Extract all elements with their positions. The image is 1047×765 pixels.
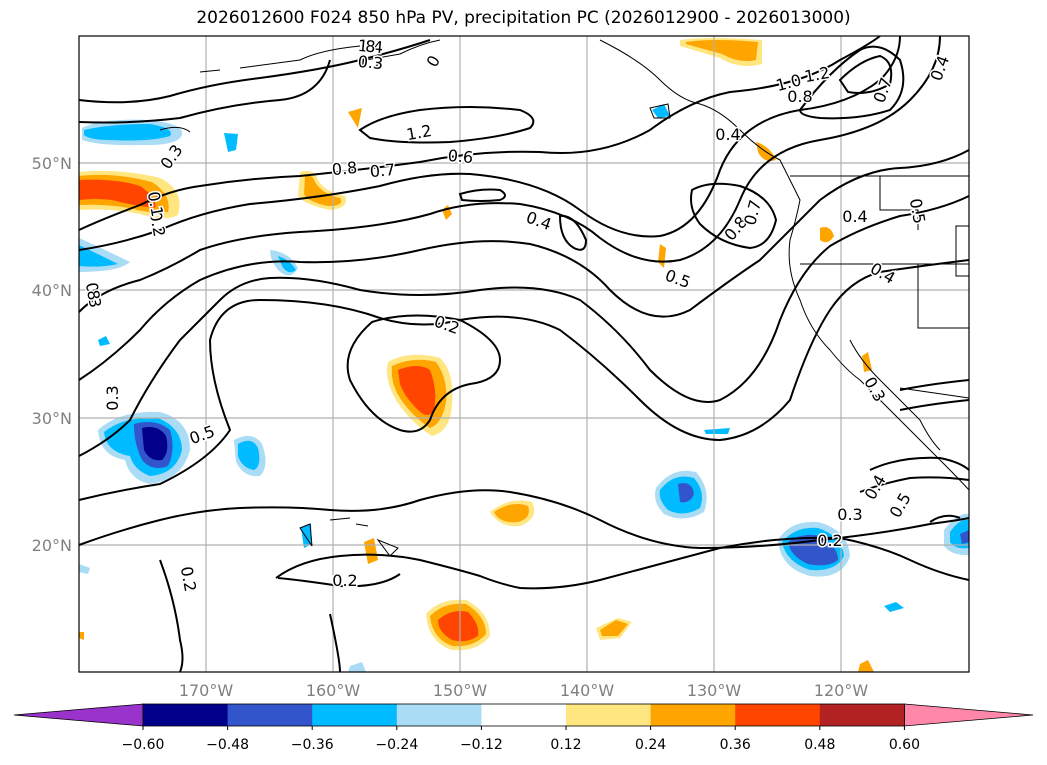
precipitation-shading <box>79 38 969 672</box>
contour-label: 0.8 <box>331 158 358 179</box>
contour-label: 0.4 <box>715 125 740 144</box>
contour-label: 8 <box>83 288 103 301</box>
colorbar-label: 0.12 <box>550 737 581 753</box>
colorbar-segment <box>735 704 821 726</box>
contour-label: 8 <box>365 37 377 57</box>
colorbar-label: −0.48 <box>206 737 249 753</box>
contour-label: 0.1 <box>144 190 167 218</box>
lat-tick-40n: 40°N <box>32 281 72 300</box>
colorbar-extend-low <box>13 703 144 727</box>
colorbar-segment <box>650 704 736 726</box>
contour-label: 1.4 <box>357 36 384 57</box>
lat-tick-50n: 50°N <box>32 154 72 173</box>
colorbar-outline <box>142 703 905 727</box>
coastlines <box>159 39 970 557</box>
colorbar-segment <box>566 704 652 726</box>
map-background <box>79 36 969 672</box>
pv-contours <box>78 35 970 673</box>
lon-tick-170w: 170°W <box>179 681 234 700</box>
lat-tick-20n: 20°N <box>32 536 72 555</box>
colorbar-label: −0.36 <box>291 737 334 753</box>
contour-label: 0.3 <box>357 52 384 73</box>
colorbar-segment <box>227 704 313 726</box>
colorbar-label: 0.36 <box>720 737 751 753</box>
colorbar-label: 0.60 <box>889 737 920 753</box>
colorbar-segment <box>819 704 905 726</box>
contour-label: 0.8 <box>787 87 812 106</box>
colorbar-segment <box>396 704 482 726</box>
lon-tick-120w: 120°W <box>814 681 869 700</box>
map-frame <box>78 35 970 673</box>
contour-label: 0.2 <box>817 531 842 550</box>
lon-tick-140w: 140°W <box>560 681 615 700</box>
contour-label: 1.2 <box>357 52 384 73</box>
contour-label: 0.5 <box>906 197 929 225</box>
lat-tick-30n: 30°N <box>32 409 72 428</box>
map-title: 2026012600 F024 850 hPa PV, precipitatio… <box>196 8 851 28</box>
colorbar-label: 0.24 <box>635 737 666 753</box>
lat-tick-labels: 50°N 40°N 30°N 20°N <box>32 154 72 555</box>
lon-tick-130w: 130°W <box>687 681 742 700</box>
colorbar-segment <box>143 704 229 726</box>
contour-label: 0.6 <box>447 146 474 167</box>
contour-label: 0.3 <box>837 505 862 524</box>
colorbar-segment <box>481 704 567 726</box>
lon-tick-labels: 170°W 160°W 150°W 140°W 130°W 120°W <box>179 681 869 700</box>
colorbar-label: −0.24 <box>375 737 418 753</box>
contour-label: 0.2 <box>146 210 169 238</box>
colorbar: −0.60 −0.48 −0.36 −0.24 −0.12 0.12 0.24 0.36 0.4… <box>13 703 1034 753</box>
lon-tick-150w: 150°W <box>433 681 488 700</box>
colorbar-label: −0.60 <box>122 737 165 753</box>
contour-label: 0.4 <box>842 207 867 226</box>
contour-label: 0.3 <box>82 281 105 309</box>
colorbar-label: 0.48 <box>804 737 835 753</box>
colorbar-extend-high <box>904 703 1034 727</box>
contour-label: 0.7 <box>740 198 765 228</box>
contour-label: 0.3 <box>103 385 122 410</box>
colorbar-label: −0.12 <box>460 737 503 753</box>
contour-label: 0.2 <box>332 571 357 590</box>
contour-label: 0.7 <box>369 160 396 181</box>
graticule <box>79 36 969 672</box>
lon-tick-160w: 160°W <box>306 681 361 700</box>
colorbar-segment <box>312 704 398 726</box>
